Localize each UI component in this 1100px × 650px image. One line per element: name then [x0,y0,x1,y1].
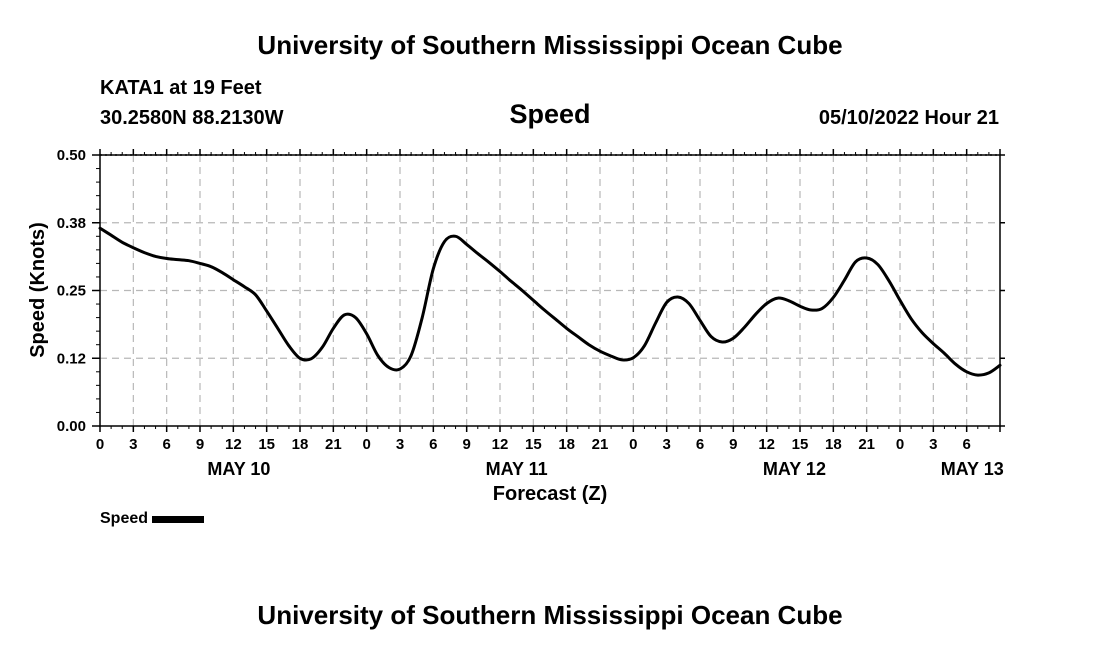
x-tick-label: 21 [592,436,609,453]
page-title: University of Southern Mississippi Ocean… [257,30,843,60]
y-tick-label: 0.00 [57,418,86,435]
station-label: KATA1 at 19 Feet [100,77,262,99]
date-label: MAY 13 [941,459,1004,479]
x-tick-label: 15 [525,436,542,453]
legend: Speed [100,510,205,528]
x-tick-label: 6 [696,436,704,453]
footer-title: University of Southern Mississippi Ocean… [257,600,843,630]
chart-grid [100,154,1000,426]
x-tick-label: 12 [225,436,242,453]
x-tick-label: 9 [196,436,204,453]
datetime-label: 05/10/2022 Hour 21 [818,107,999,129]
x-tick-label: 6 [162,436,170,453]
x-tick-label: 21 [325,436,342,453]
x-tick-label: 0 [896,436,904,453]
y-tick-label: 0.12 [57,350,86,367]
x-tick-label: 9 [729,436,737,453]
x-tick-label: 12 [758,436,775,453]
x-tick-label: 3 [129,436,137,453]
x-tick-label: 6 [429,436,437,453]
date-label: MAY 12 [763,459,826,479]
x-tick-label: 3 [929,436,937,453]
x-tick-label: 0 [96,436,104,453]
x-axis-label: Forecast (Z) [493,483,607,505]
x-tick-label: 15 [792,436,809,453]
speed-series-line [98,226,1002,377]
y-axis-label: Speed (Knots) [27,222,49,358]
x-tick-label: 3 [662,436,670,453]
x-tick-label: 12 [492,436,509,453]
x-tick-label: 3 [396,436,404,453]
plot-frame [99,154,1001,427]
x-tick-label: 0 [629,436,637,453]
y-tick-label: 0.25 [57,283,86,300]
legend-swatch [152,515,205,523]
x-tick-label: 9 [462,436,470,453]
x-tick-label: 15 [258,436,275,453]
x-tick-label: 0 [362,436,370,453]
y-tick-label: 0.38 [57,215,86,232]
legend-label: Speed [100,510,149,527]
x-tick-label: 6 [962,436,970,453]
date-label: MAY 11 [486,459,548,479]
x-tick-label: 21 [858,436,875,453]
chart-labels: 0 3 6 9 12 15 18 21 0 3 6 9 12 15 18 21 0 3 6 9 12 15 18 21 0 3 6 0… [57,147,1004,479]
chart-title: Speed [509,99,591,129]
date-label: MAY 10 [207,459,270,479]
coordinates-label: 30.2580N 88.2130W [100,107,284,129]
y-tick-label: 0.50 [57,147,86,164]
x-tick-label: 18 [292,436,309,453]
x-tick-label: 18 [558,436,575,453]
x-tick-label: 18 [825,436,842,453]
